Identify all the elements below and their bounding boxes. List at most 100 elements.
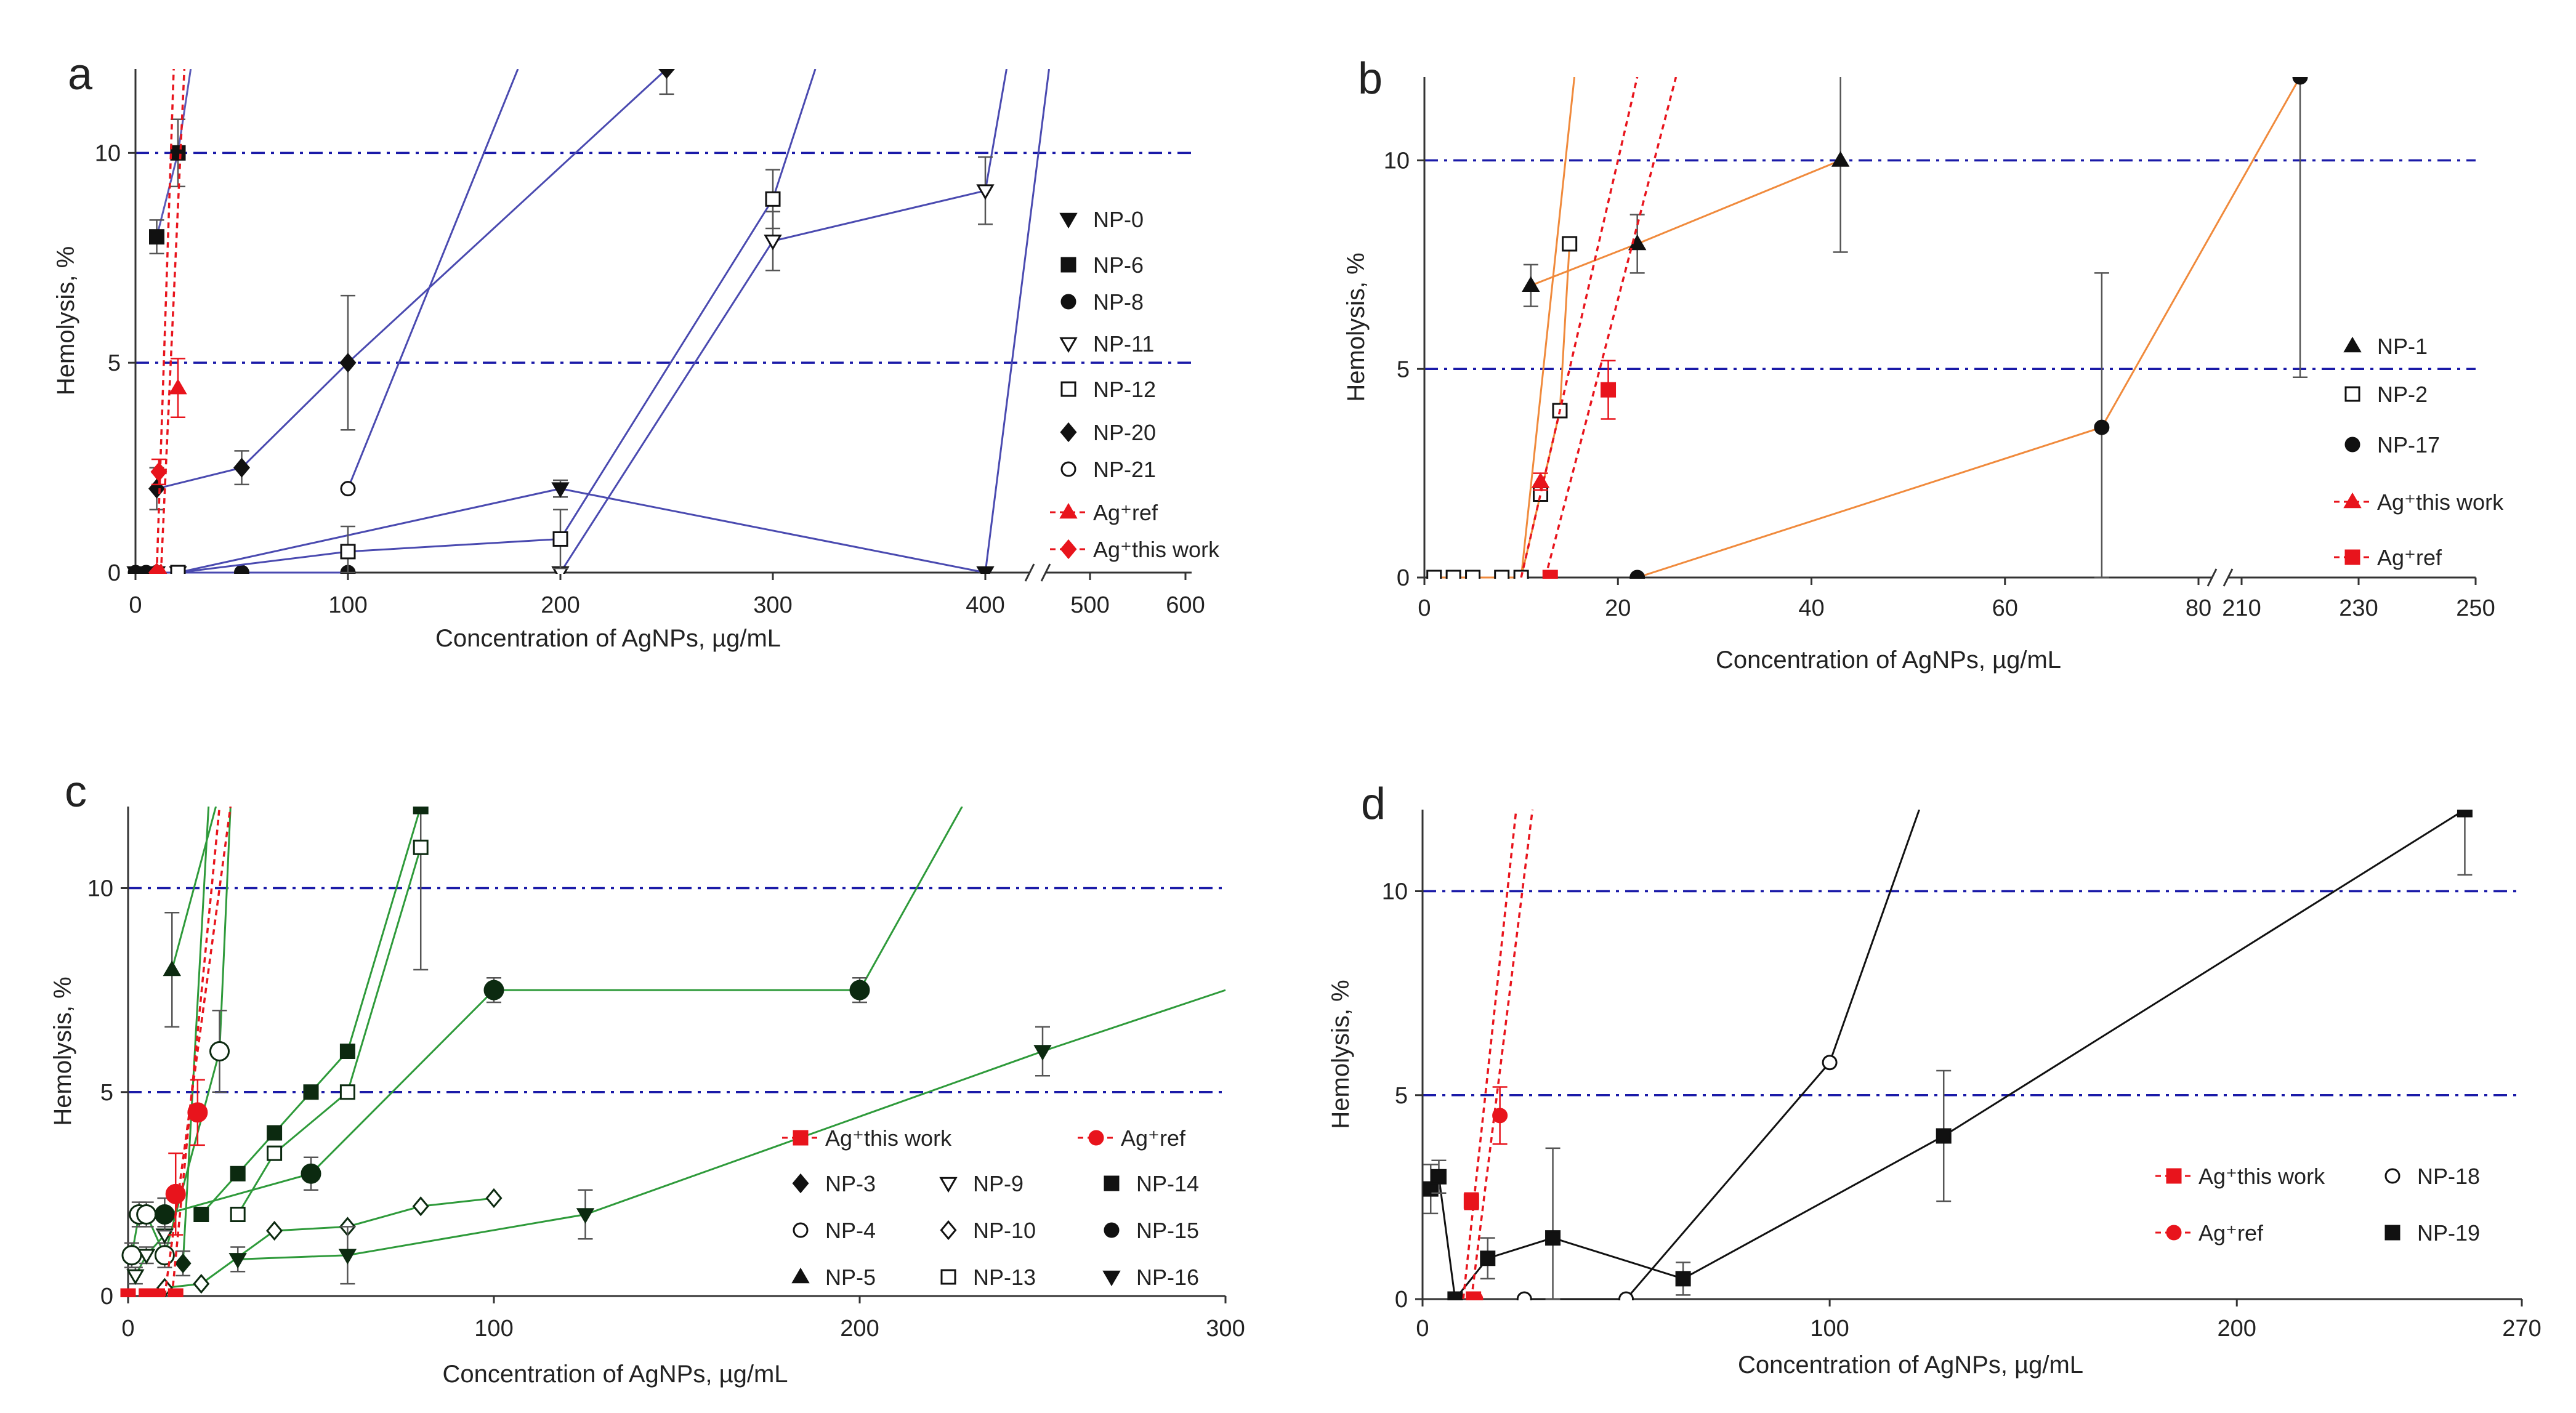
- series-trend-line: [1828, 810, 1920, 1063]
- series-trend-line: [984, 69, 1007, 191]
- series-np-18: [1516, 810, 1920, 1300]
- data-point: [1463, 1193, 1479, 1209]
- legend-marker: [1060, 294, 1076, 310]
- x-tick-label: 200: [840, 1316, 879, 1342]
- data-point: [485, 1188, 503, 1209]
- legend-label: NP-8: [1093, 289, 1144, 315]
- data-point: [230, 1165, 246, 1182]
- data-point: [2457, 810, 2473, 818]
- legend-marker: [2344, 437, 2360, 453]
- series-trend-line: [1520, 77, 1639, 578]
- legend-marker: [2343, 492, 2362, 509]
- legend-label: NP-13: [973, 1265, 1036, 1290]
- legend-marker: [1102, 1270, 1121, 1287]
- legend-item: NP-15: [1104, 1218, 1199, 1243]
- data-point: [1562, 236, 1578, 252]
- data-point: [1531, 472, 1550, 488]
- legend-marker: [2166, 1225, 2182, 1241]
- data-point: [1445, 570, 1461, 579]
- data-point: [149, 229, 164, 245]
- series-np-12: [170, 69, 817, 574]
- plot-area: [1423, 810, 2473, 1300]
- data-point: [228, 1253, 247, 1269]
- series-line: [164, 1197, 495, 1289]
- series-np-2: [1426, 77, 1578, 579]
- y-axis-title: Hemolysis, %: [49, 976, 76, 1125]
- y-tick-label: 0: [1397, 565, 1410, 591]
- data-point: [765, 191, 781, 207]
- legend-item: NP-1: [2343, 334, 2428, 359]
- legend-item: Ag⁺this work: [782, 1125, 952, 1151]
- legend-item: NP-3: [792, 1171, 876, 1196]
- y-tick-label: 5: [100, 1080, 113, 1106]
- legend-label: NP-9: [973, 1171, 1024, 1196]
- data-point: [267, 1145, 283, 1161]
- series-line: [238, 1050, 1043, 1260]
- data-point: [1936, 1128, 1952, 1144]
- data-point: [193, 1207, 209, 1222]
- series-ag-ref: [1468, 810, 1534, 1300]
- data-point: [163, 960, 181, 976]
- axis-break-mark: [1024, 563, 1035, 582]
- data-point: [126, 1269, 145, 1285]
- series-line: [1429, 810, 2466, 1300]
- series-trend-line: [171, 807, 221, 1297]
- series-trend-line: [984, 69, 1050, 573]
- data-point: [121, 1245, 142, 1266]
- series-trend-line: [182, 807, 210, 1264]
- series-line: [1530, 159, 1841, 287]
- series-line: [177, 198, 774, 574]
- data-point: [1033, 1045, 1052, 1061]
- legend-item: NP-5: [791, 1265, 876, 1290]
- data-point: [1426, 570, 1442, 579]
- y-tick-label: 5: [1397, 356, 1410, 382]
- legend-item: NP-10: [940, 1218, 1036, 1243]
- panel-b: 0 20 40 60 80 210 230 250 0 5 10 Concentration of A…: [1343, 54, 2504, 674]
- legend-label: NP-15: [1136, 1218, 1199, 1243]
- legend-label: NP-4: [825, 1218, 876, 1243]
- data-point: [339, 353, 357, 373]
- x-tick-label: 80: [2186, 595, 2211, 621]
- series-trend-line: [177, 69, 192, 153]
- data-point: [1465, 570, 1481, 579]
- data-point: [154, 1245, 175, 1266]
- x-tick-label: 200: [541, 592, 579, 618]
- data-point: [266, 1220, 283, 1241]
- axis-break-mark: [1040, 563, 1051, 582]
- data-point: [148, 478, 166, 499]
- x-tick-label: 300: [753, 592, 792, 618]
- data-point: [1522, 276, 1540, 292]
- legend-item: NP-4: [793, 1218, 876, 1243]
- series-np-16: [228, 989, 1226, 1285]
- legend: NP-0 NP-6 NP-8 NP-11 NP-12 NP-20 NP-21 Ag⁺ref Ag…: [1050, 207, 1220, 562]
- legend-marker: [2344, 386, 2360, 402]
- y-tick-label: 0: [108, 560, 121, 586]
- data-point: [1618, 1291, 1634, 1300]
- legend-marker: [791, 1267, 810, 1284]
- data-point: [551, 482, 570, 498]
- legend-item: NP-21: [1060, 457, 1156, 482]
- data-point: [1480, 1250, 1496, 1266]
- data-point: [1822, 1055, 1838, 1071]
- data-point: [413, 807, 429, 815]
- legend-label: Ag⁺this work: [825, 1125, 952, 1151]
- legend-marker: [939, 1177, 958, 1193]
- x-tick-label: 0: [1416, 1316, 1429, 1342]
- legend-marker: [1060, 539, 1077, 560]
- x-tick-label: 40: [1798, 595, 1824, 621]
- legend-label: Ag⁺this work: [1093, 537, 1220, 562]
- series-trend-line: [159, 69, 186, 573]
- panel-letter: c: [65, 767, 87, 816]
- series-trend-line: [1462, 810, 1517, 1300]
- x-tick-label: 200: [2218, 1316, 2256, 1342]
- data-point: [301, 1163, 321, 1184]
- panel-letter: a: [68, 50, 93, 99]
- legend-item: NP-13: [940, 1265, 1036, 1290]
- series-np-3: [174, 807, 210, 1277]
- legend-label: NP-12: [1093, 377, 1156, 402]
- legend-item: NP-6: [1060, 252, 1144, 278]
- x-tick-label: 0: [121, 1316, 134, 1342]
- y-tick-label: 0: [1395, 1287, 1408, 1313]
- legend-item: NP-0: [1059, 207, 1144, 232]
